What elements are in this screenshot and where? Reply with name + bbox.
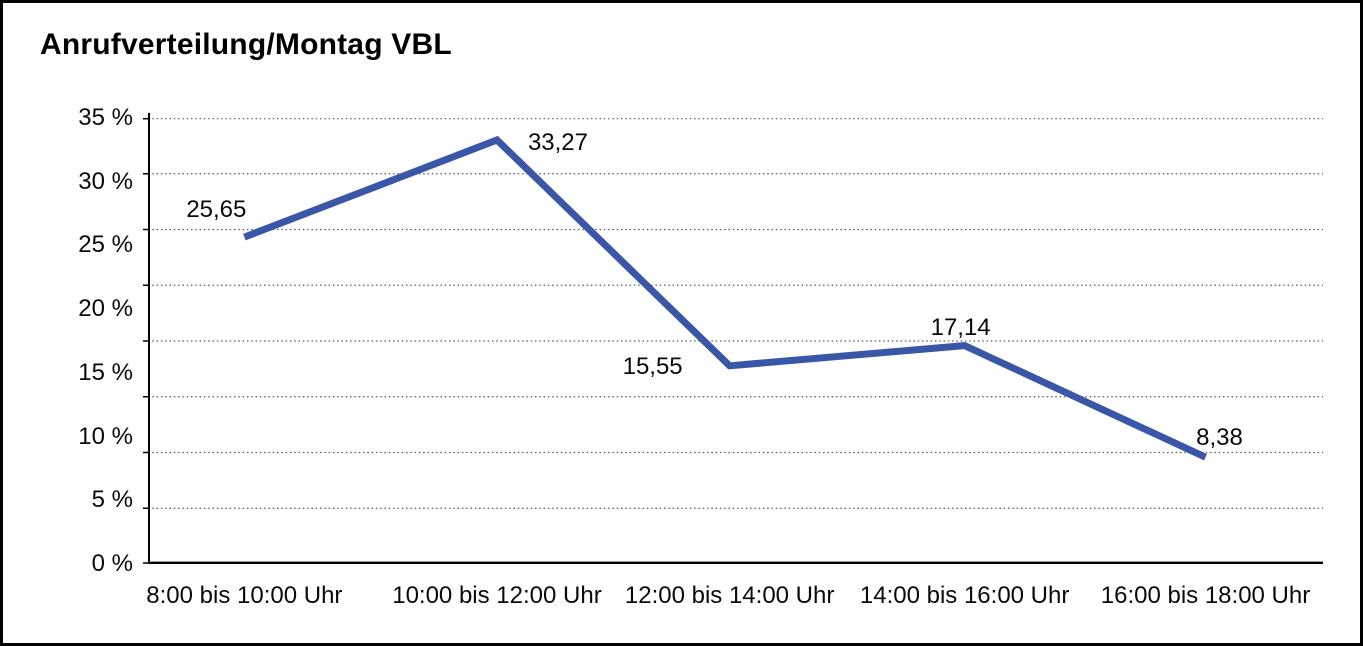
y-tick-label: 20 % <box>78 295 133 323</box>
y-tick-label: 30 % <box>78 167 133 195</box>
data-point-label: 8,38 <box>1196 424 1243 452</box>
y-tick-label: 15 % <box>78 358 133 386</box>
y-tick-label: 0 % <box>91 550 133 577</box>
data-point-label: 25,65 <box>186 196 247 224</box>
x-category-label: 12:00 bis 14:00 Uhr <box>624 582 835 609</box>
data-line <box>243 135 1207 461</box>
y-tick-label: 25 % <box>78 231 133 259</box>
plot-area <box>143 113 1323 564</box>
x-category-label: 16:00 bis 18:00 Uhr <box>1100 582 1311 609</box>
data-point-label: 33,27 <box>527 129 588 157</box>
y-tick-label: 10 % <box>78 422 133 450</box>
data-point-label: 15,55 <box>622 352 683 380</box>
x-category-label: 10:00 bis 12:00 Uhr <box>392 582 602 609</box>
chart-title: Anrufverteilung/Montag VBL <box>40 28 452 61</box>
y-tick-label: 35 % <box>78 104 133 131</box>
line-chart-svg <box>143 113 1323 564</box>
x-category-label: 14:00 bis 16:00 Uhr <box>859 582 1070 609</box>
x-category-label: 8:00 bis 10:00 Uhr <box>146 582 343 609</box>
data-point-label: 17,14 <box>930 313 991 341</box>
y-tick-label: 5 % <box>91 486 133 514</box>
